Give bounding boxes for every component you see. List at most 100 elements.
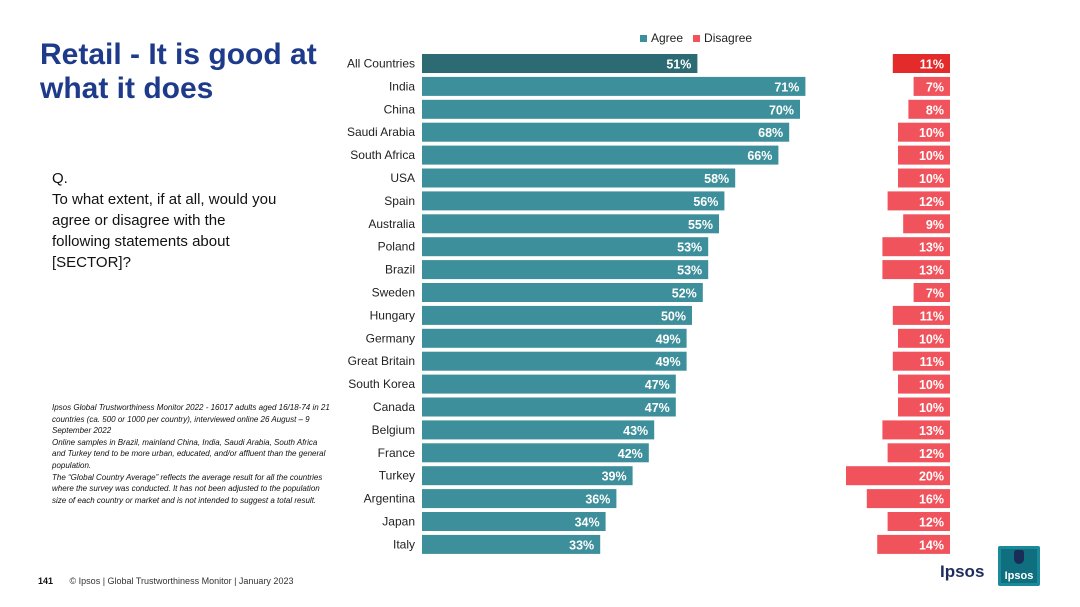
disagree-value-label: 12%	[919, 447, 944, 461]
agree-bar	[422, 76, 806, 96]
disagree-bar	[913, 283, 950, 302]
category-label: Saudi Arabia	[347, 125, 415, 139]
disagree-bar	[898, 328, 950, 348]
agree-bar	[422, 512, 606, 531]
category-label: Japan	[382, 515, 415, 529]
agree-value-label: 71%	[774, 80, 799, 94]
agree-bar	[422, 99, 800, 119]
disagree-bar	[882, 237, 950, 257]
agree-bar	[422, 351, 687, 371]
disagree-bar	[898, 122, 950, 142]
disagree-bar	[898, 145, 950, 165]
agree-bar	[422, 260, 709, 280]
agree-value-label: 66%	[747, 149, 772, 163]
disagree-value-label: 11%	[920, 309, 944, 323]
agree-value-label: 56%	[693, 195, 718, 209]
category-label: Australia	[368, 217, 415, 231]
disagree-bar	[887, 191, 950, 211]
category-label: India	[389, 79, 415, 93]
logo-box-label: Ipsos	[1004, 570, 1034, 582]
agree-value-label: 53%	[677, 264, 702, 278]
footer-text: © Ipsos | Global Trustworthiness Monitor…	[69, 576, 294, 586]
disagree-value-label: 12%	[919, 195, 944, 209]
disagree-bar	[913, 76, 950, 96]
question-text: To what extent, if at all, would you agr…	[52, 191, 277, 271]
category-label: France	[378, 446, 416, 460]
category-label: Argentina	[364, 492, 416, 506]
disagree-value-label: 10%	[919, 149, 944, 163]
disagree-value-label: 10%	[919, 332, 944, 346]
agree-value-label: 49%	[656, 332, 681, 346]
source-note: The “Global Country Average” reflects th…	[52, 472, 323, 505]
agree-value-label: 53%	[677, 241, 702, 255]
category-label: Canada	[373, 400, 415, 414]
disagree-value-label: 13%	[919, 241, 944, 255]
category-label: South Korea	[348, 377, 415, 391]
ipsos-logo-icon: Ipsos	[998, 546, 1040, 586]
category-label: Germany	[366, 331, 415, 345]
legend-swatch-agree	[640, 34, 647, 42]
disagree-value-label: 10%	[919, 401, 944, 415]
agree-value-label: 39%	[602, 470, 627, 484]
disagree-value-label: 11%	[920, 355, 944, 369]
disagree-bar	[892, 305, 950, 325]
disagree-bar	[882, 420, 950, 440]
agree-value-label: 42%	[618, 447, 643, 461]
question-label: Q.	[52, 170, 68, 187]
disagree-value-label: 10%	[919, 126, 944, 140]
agree-value-label: 34%	[575, 516, 600, 530]
legend-swatch-disagree	[693, 34, 701, 42]
disagree-value-label: 8%	[926, 103, 944, 117]
disagree-bar	[887, 512, 950, 531]
agree-value-label: 52%	[672, 287, 697, 301]
logo-mark	[1014, 550, 1024, 564]
disagree-bar	[892, 351, 950, 371]
chart-legend: Agree Disagree	[640, 31, 752, 45]
agree-bar	[422, 214, 719, 234]
page-number: 141	[38, 576, 54, 586]
category-label: USA	[390, 171, 415, 185]
category-label: Brazil	[385, 263, 415, 277]
agree-value-label: 68%	[758, 126, 783, 140]
category-label: Sweden	[372, 286, 415, 300]
agree-bar	[422, 145, 779, 165]
disagree-bar	[898, 168, 950, 188]
legend-item-disagree: Disagree	[693, 31, 752, 45]
disagree-bar	[908, 99, 950, 119]
disagree-value-label: 13%	[919, 424, 944, 438]
legend-label-agree: Agree	[651, 31, 684, 45]
category-label: Spain	[384, 194, 415, 208]
agree-bar	[422, 305, 692, 325]
disagree-bar	[882, 260, 950, 280]
source-notes: Ipsos Global Trustworthiness Monitor 202…	[52, 402, 332, 506]
agree-bar	[422, 191, 725, 211]
agree-bar	[422, 328, 687, 348]
agree-bar	[422, 466, 633, 486]
disagree-value-label: 9%	[926, 218, 944, 232]
agree-bar	[422, 237, 709, 257]
agree-value-label: 70%	[769, 103, 794, 117]
disagree-value-label: 13%	[919, 264, 944, 278]
agree-bar	[422, 489, 617, 509]
disagree-value-label: 10%	[919, 378, 944, 392]
legend-item-agree: Agree	[640, 31, 683, 45]
agree-value-label: 47%	[645, 401, 670, 415]
agree-value-label: 49%	[656, 355, 681, 369]
source-note: Ipsos Global Trustworthiness Monitor 202…	[52, 403, 330, 436]
agree-value-label: 43%	[623, 424, 648, 438]
category-label: China	[384, 102, 416, 116]
disagree-value-label: 10%	[919, 172, 944, 186]
agree-value-label: 33%	[569, 538, 594, 552]
agree-value-label: 55%	[688, 218, 713, 232]
disagree-value-label: 7%	[926, 287, 944, 301]
agree-bar	[422, 283, 703, 302]
category-label: Turkey	[379, 469, 415, 483]
category-label: Belgium	[372, 423, 415, 437]
agree-bar	[422, 397, 676, 417]
disagree-value-label: 12%	[919, 516, 944, 530]
footer: 141 © Ipsos | Global Trustworthiness Mon…	[38, 576, 293, 586]
agree-value-label: 58%	[704, 172, 729, 186]
category-label: Great Britain	[348, 354, 415, 368]
agree-bar	[422, 168, 736, 188]
